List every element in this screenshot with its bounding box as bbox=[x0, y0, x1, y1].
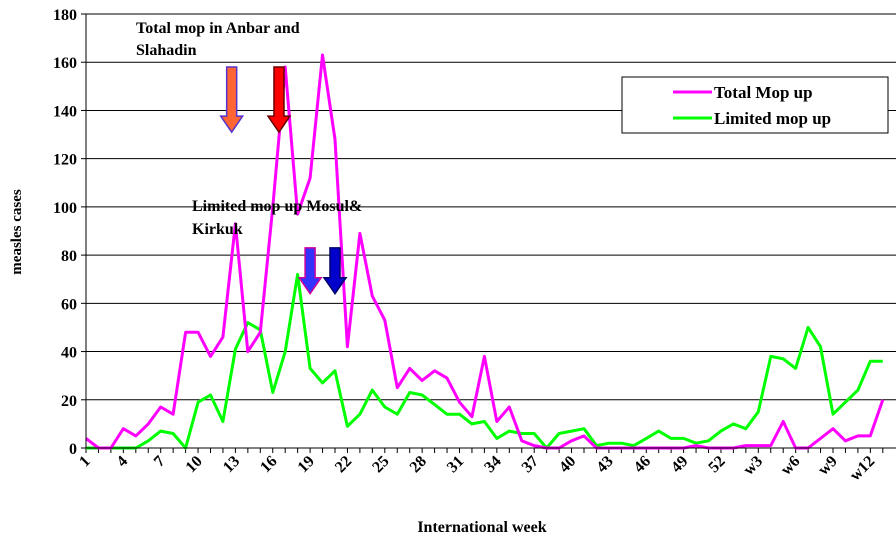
x-tick-label: w9 bbox=[815, 453, 841, 479]
x-tick-label: 31 bbox=[444, 453, 467, 476]
annotation-total-line2: Slahadin bbox=[136, 42, 197, 59]
y-axis-ticks: 0 20 40 60 80 100 120 140 160 180 bbox=[53, 7, 86, 458]
x-tick-label: 40 bbox=[556, 453, 579, 476]
x-tick-label: 37 bbox=[519, 453, 542, 476]
x-axis-ticks: 1 4 7 10 13 16 19 22 25 28 31 34 37 40 43 46 49 52 w3 w6 w9 w… bbox=[76, 448, 884, 485]
x-tick-label: 46 bbox=[631, 453, 654, 476]
x-tick-label: 52 bbox=[705, 453, 728, 476]
y-tick-label: 20 bbox=[61, 393, 77, 410]
y-tick-label: 0 bbox=[69, 441, 77, 458]
down-arrow-3 bbox=[297, 247, 323, 296]
annotation-total-line1: Total mop in Anbar and bbox=[136, 20, 300, 37]
y-tick-label: 80 bbox=[61, 248, 77, 265]
legend-label-total: Total Mop up bbox=[714, 83, 813, 102]
annotation-limited-line1: Limited mop up Mosul& bbox=[192, 198, 362, 215]
x-tick-label: 28 bbox=[407, 453, 430, 476]
x-tick-label: w6 bbox=[778, 453, 804, 479]
event-arrows bbox=[219, 66, 348, 296]
down-arrow-1 bbox=[219, 66, 245, 134]
x-tick-label: 13 bbox=[220, 453, 243, 476]
series-line-limited-mop-up bbox=[86, 272, 883, 450]
down-arrow-2 bbox=[266, 66, 292, 134]
x-tick-label: 49 bbox=[668, 453, 691, 476]
legend-box bbox=[621, 76, 889, 134]
x-tick-label: 22 bbox=[332, 453, 355, 476]
annotation-limited-line2: Kirkuk bbox=[192, 221, 243, 238]
x-axis-title: International week bbox=[417, 519, 546, 536]
x-tick-label: 34 bbox=[481, 453, 504, 476]
y-tick-label: 160 bbox=[53, 55, 77, 72]
series-line-total-mop-up bbox=[85, 53, 885, 450]
x-tick-label: 10 bbox=[183, 453, 206, 476]
series-lines bbox=[85, 53, 885, 450]
x-tick-label: 16 bbox=[257, 453, 280, 476]
x-tick-label: 4 bbox=[114, 453, 132, 471]
y-axis-title: measles cases bbox=[9, 189, 25, 275]
x-tick-label: 25 bbox=[369, 453, 392, 476]
y-tick-label: 100 bbox=[53, 200, 77, 217]
annotation-limited-mop: Limited mop up Mosul& Kirkuk bbox=[192, 198, 366, 238]
legend-label-limited: Limited mop up bbox=[714, 109, 831, 128]
x-tick-label: 19 bbox=[295, 453, 318, 476]
y-tick-label: 120 bbox=[53, 152, 77, 169]
legend: Total Mop up Limited mop up bbox=[621, 76, 889, 134]
annotation-total-mop: Total mop in Anbar and Slahadin bbox=[136, 20, 304, 59]
y-tick-label: 140 bbox=[53, 103, 77, 120]
y-tick-label: 180 bbox=[53, 7, 77, 24]
x-tick-label: w12 bbox=[847, 453, 879, 485]
down-arrow-4 bbox=[322, 247, 348, 296]
y-tick-label: 40 bbox=[61, 345, 77, 362]
y-tick-label: 60 bbox=[61, 296, 77, 313]
gridlines bbox=[86, 13, 896, 401]
x-tick-label: 7 bbox=[151, 453, 169, 471]
x-tick-label: 43 bbox=[593, 453, 616, 476]
x-tick-label: w3 bbox=[740, 453, 766, 479]
x-tick-label: 1 bbox=[76, 453, 94, 471]
